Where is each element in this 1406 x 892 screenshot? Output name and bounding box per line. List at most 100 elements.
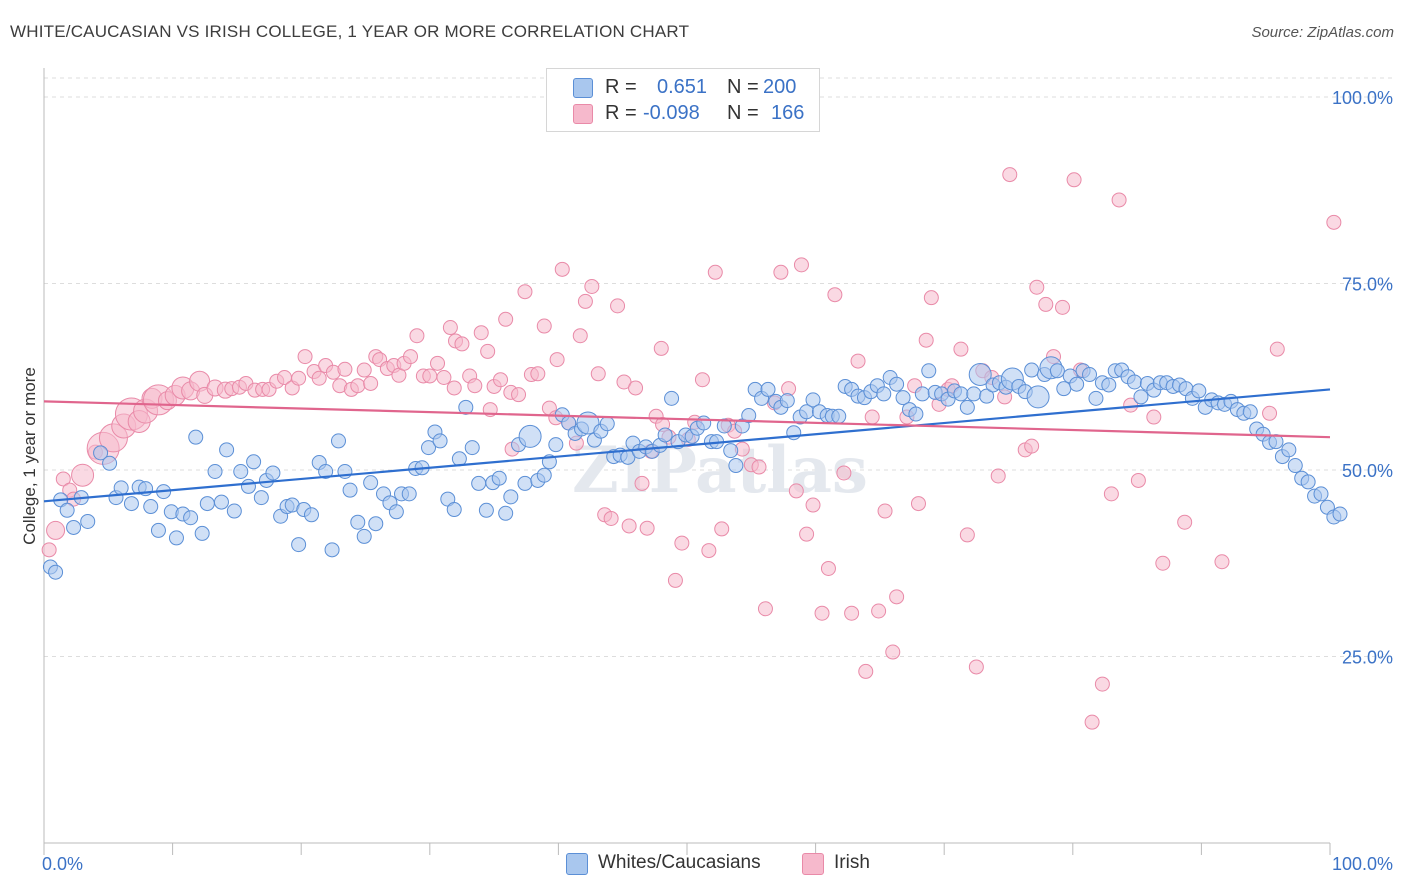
whites-point <box>342 482 358 498</box>
whites-point <box>1313 486 1329 502</box>
legend-label-whites: Whites/Caucasians <box>598 852 761 873</box>
irish-point <box>577 293 593 309</box>
irish-point <box>714 521 730 537</box>
whites-point <box>1242 404 1258 420</box>
irish-point <box>517 284 533 300</box>
irish-point <box>446 380 462 396</box>
irish-point <box>1103 486 1119 502</box>
whites-point <box>246 454 262 470</box>
whites-point <box>968 363 992 387</box>
whites-point <box>471 475 487 491</box>
irish-point <box>850 353 866 369</box>
irish-point <box>827 287 843 303</box>
whites-point <box>1191 383 1207 399</box>
irish-point <box>1111 192 1127 208</box>
irish-point <box>337 361 353 377</box>
whites-point <box>168 530 184 546</box>
trend-lines <box>43 388 1331 503</box>
whites-point <box>895 390 911 406</box>
irish-point <box>442 320 458 336</box>
source-label: Source: ZipAtlas.com <box>1251 24 1394 41</box>
whites-point <box>59 502 75 518</box>
irish-point <box>297 349 313 365</box>
x-tick-label: 0.0% <box>42 854 83 874</box>
whites-point <box>207 463 223 479</box>
whites-point <box>303 507 319 523</box>
whites-point <box>1281 442 1297 458</box>
irish-point <box>820 560 836 576</box>
whites-point <box>1069 376 1085 392</box>
irish-point <box>403 349 419 365</box>
whites-point <box>143 499 159 515</box>
whites-point <box>889 376 905 392</box>
irish-point <box>1155 555 1171 571</box>
irish-point <box>511 387 527 403</box>
whites-point <box>1127 374 1143 390</box>
irish-point <box>46 520 66 540</box>
whites-point <box>188 429 204 445</box>
irish-point <box>805 497 821 513</box>
whites-point <box>914 386 930 402</box>
irish-point <box>610 298 626 314</box>
whites-point <box>1300 474 1316 490</box>
chart-title: WHITE/CAUCASIAN VS IRISH COLLEGE, 1 YEAR… <box>10 22 690 41</box>
legend-r-label: R = <box>605 76 637 98</box>
whites-point <box>518 424 542 448</box>
whites-point <box>548 437 564 453</box>
irish-point <box>773 264 789 280</box>
whites-point <box>1088 390 1104 406</box>
whites-point <box>921 363 937 379</box>
whites-point <box>66 519 82 535</box>
y-axis-label: College, 1 year or more <box>20 367 39 545</box>
irish-point <box>498 311 514 327</box>
whites-point <box>760 381 776 397</box>
whites-point <box>446 502 462 518</box>
irish-point <box>311 370 327 386</box>
irish-point <box>1146 409 1162 425</box>
legend-n-value: 166 <box>771 102 805 124</box>
whites-point <box>959 399 975 415</box>
irish-point <box>71 463 95 487</box>
irish-point <box>1066 172 1082 188</box>
irish-trend-line <box>43 400 1331 439</box>
irish-point <box>634 475 650 491</box>
x-tick-label: 100.0% <box>1332 854 1393 874</box>
irish-point <box>363 375 379 391</box>
whites-point <box>979 388 995 404</box>
whites-point <box>1332 506 1348 522</box>
tick-labels: 25.0% 50.0% 75.0% 100.0% 0.0% 100.0% <box>42 88 1393 874</box>
whites-point <box>432 433 448 449</box>
whites-point <box>363 475 379 491</box>
irish-point <box>422 368 438 384</box>
whites-point <box>123 496 139 512</box>
legend-row-irish: R = -0.098 N = 166 <box>547 101 819 127</box>
whites-point <box>517 475 533 491</box>
irish-point <box>1214 554 1230 570</box>
legend-swatch-pink <box>573 104 593 124</box>
whites-point <box>1024 362 1040 378</box>
irish-point <box>621 518 637 534</box>
irish-point <box>549 352 565 368</box>
irish-point <box>667 572 683 588</box>
whites-point <box>194 525 210 541</box>
whites-point <box>696 415 712 431</box>
legend-r-label: R = <box>605 102 637 124</box>
axes <box>43 68 1331 855</box>
gridlines <box>44 77 1392 657</box>
whites-point <box>1056 381 1072 397</box>
whites-point <box>664 390 680 406</box>
legend-r-value: -0.098 <box>643 102 700 124</box>
whites-point <box>503 489 519 505</box>
irish-point <box>473 325 489 341</box>
irish-point <box>291 370 307 386</box>
irish-point <box>467 378 483 394</box>
irish-point <box>968 659 984 675</box>
whites-point <box>728 458 744 474</box>
irish-point <box>454 336 470 352</box>
whites-point <box>599 416 615 432</box>
whites-point <box>318 463 334 479</box>
whites-point <box>330 433 346 449</box>
whites-point <box>716 418 732 434</box>
whites-point <box>233 463 249 479</box>
